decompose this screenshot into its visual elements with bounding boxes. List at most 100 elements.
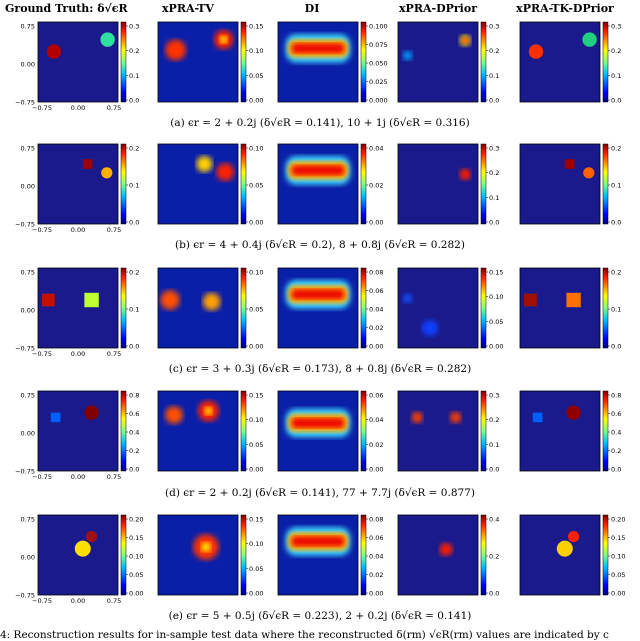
scatterer-square	[524, 293, 537, 307]
reconstructed-blob	[422, 320, 438, 336]
colorbar-tick-label: 0.2	[611, 47, 621, 55]
colorbar-tick-label: 0.0	[129, 219, 139, 227]
colorbar-tick-label: 0.20	[611, 516, 625, 524]
colorbar-tick-label: 0.0	[611, 343, 621, 351]
di-core	[292, 536, 344, 547]
y-tick-label: −0.75	[15, 345, 35, 353]
colorbar-tick-label: 0.1	[489, 441, 499, 449]
colorbar-tick-label: 0.05	[489, 318, 503, 326]
panel-d-ground-truth: 0.8 0.6 0.4 0.2 0.0 0.75 0.00 −0.75−0.75 0.00 0.7…	[15, 390, 139, 481]
colorbar-tick-label: 0.15	[249, 516, 263, 524]
colorbar-tick-label: 0.0	[489, 97, 499, 105]
colorbar-tick-label: 0.1	[489, 72, 499, 80]
reconstructed-blob	[462, 37, 469, 44]
panel-e-xpra-tv: 0.15 0.10 0.05 0.00	[157, 514, 263, 598]
colorbar-tick-label: 0.15	[611, 534, 625, 542]
panel-background	[520, 144, 600, 224]
panel-c-xpra-tk-dprior: 0.2 0.1 0.0	[519, 267, 621, 351]
colorbar-tick-label: 0.3	[489, 145, 499, 153]
colorbar-tick-label: 0.00	[249, 590, 263, 598]
panel-a-xpra-dprior: 0.3 0.2 0.1 0.0	[397, 21, 499, 105]
x-tick-label: −0.75	[32, 597, 52, 605]
y-tick-label: 0.75	[21, 516, 35, 524]
panel-frame	[37, 267, 119, 349]
colorbar-tick-label: 0.2	[611, 447, 621, 455]
colorbar-tick-label: 0.05	[249, 72, 263, 80]
x-tick-label: −0.75	[32, 473, 52, 481]
panel-d-di: 0.06 0.04 0.02 0.00	[277, 390, 383, 474]
panel-background	[398, 144, 478, 224]
panel-background	[38, 268, 118, 348]
y-tick-label: 0.75	[21, 23, 35, 31]
x-tick-label: −0.75	[32, 104, 52, 112]
y-tick-label: 0.00	[21, 183, 35, 191]
scatterer-square	[84, 292, 99, 308]
reconstructed-blob	[462, 172, 468, 177]
row-caption-a: (a) ϵr = 2 + 0.2j (δ√ϵR = 0.141), 10 + 1…	[170, 117, 470, 129]
scatterer-square	[82, 159, 93, 169]
row-caption-b: (b) ϵr = 4 + 0.4j (δ√ϵR = 0.2), 8 + 0.8j…	[175, 239, 465, 251]
colorbar	[240, 143, 247, 225]
scatterer-disk	[568, 531, 580, 543]
colorbar-tick-label: 0.02	[369, 182, 383, 190]
reconstructed-blob	[160, 290, 180, 310]
y-tick-label: 0.75	[21, 145, 35, 153]
panel-frame	[157, 267, 239, 349]
panel-background	[158, 144, 238, 224]
colorbar-tick-label: 0.00	[611, 590, 625, 598]
colorbar-tick-label: 0.6	[129, 410, 139, 418]
colorbar	[120, 514, 127, 596]
reconstructed-blob	[196, 156, 213, 172]
panel-background	[38, 144, 118, 224]
colorbar-tick-label: 0.00	[249, 219, 263, 227]
colorbar	[360, 21, 367, 103]
panel-frame	[277, 267, 359, 349]
colorbar-tick-label: 0.06	[369, 392, 383, 400]
scatterer-square	[532, 412, 543, 423]
scatterer-disk	[566, 405, 581, 420]
colorbar	[120, 267, 127, 349]
colorbar	[480, 143, 487, 225]
y-tick-label: −0.75	[15, 221, 35, 229]
di-core	[292, 43, 344, 54]
colorbar-tick-label: 0.2	[129, 145, 139, 153]
colorbar-tick-label: 0.00	[129, 590, 143, 598]
panel-background	[398, 515, 478, 595]
colorbar-tick-label: 0.1	[129, 182, 139, 190]
colorbar-tick-label: 0.10	[489, 293, 503, 301]
colorbar-tick-label: 0.04	[369, 145, 383, 153]
x-tick-label: 0.00	[71, 226, 85, 234]
x-tick-label: 0.75	[107, 104, 121, 112]
x-tick-label: 0.00	[71, 350, 85, 358]
panel-c-xpra-dprior: 0.15 0.10 0.05 0.00	[397, 267, 503, 351]
colorbar-tick-label: 0.4	[129, 429, 139, 437]
colorbar-tick-label: 0.15	[249, 392, 263, 400]
panel-frame	[157, 21, 239, 103]
colorbar	[602, 514, 609, 596]
colorbar-tick-label: 0.2	[489, 169, 499, 177]
colorbar-tick-label: 0.02	[369, 441, 383, 449]
x-tick-label: 0.00	[71, 473, 85, 481]
colorbar-tick-label: 0.00	[489, 343, 503, 351]
colorbar-tick-label: 0.2	[611, 269, 621, 277]
colorbar	[360, 390, 367, 472]
scatterer-square	[564, 159, 575, 169]
colorbar-tick-label: 0.1	[489, 194, 499, 202]
x-tick-label: 0.75	[107, 226, 121, 234]
panel-a-xpra-tv: 0.15 0.10 0.05 0.00	[157, 21, 263, 105]
colorbar-tick-label: 0.05	[129, 571, 143, 579]
colorbar-tick-label: 0.0	[489, 219, 499, 227]
colorbar-tick-label: 0.10	[249, 145, 263, 153]
colorbar-tick-label: 0.00	[249, 97, 263, 105]
colorbar	[480, 514, 487, 596]
colorbar-tick-label: 0.04	[369, 553, 383, 561]
colorbar-tick-label: 0.0	[489, 466, 499, 474]
colorbar-tick-label: 0.10	[129, 553, 143, 561]
colorbar-tick-label: 0.075	[369, 41, 388, 49]
panel-frame	[519, 143, 601, 225]
panel-frame	[37, 143, 119, 225]
colorbar-tick-label: 0.2	[611, 145, 621, 153]
colorbar-tick-label: 0.1	[611, 72, 621, 80]
colorbar-tick-label: 0.02	[369, 571, 383, 579]
